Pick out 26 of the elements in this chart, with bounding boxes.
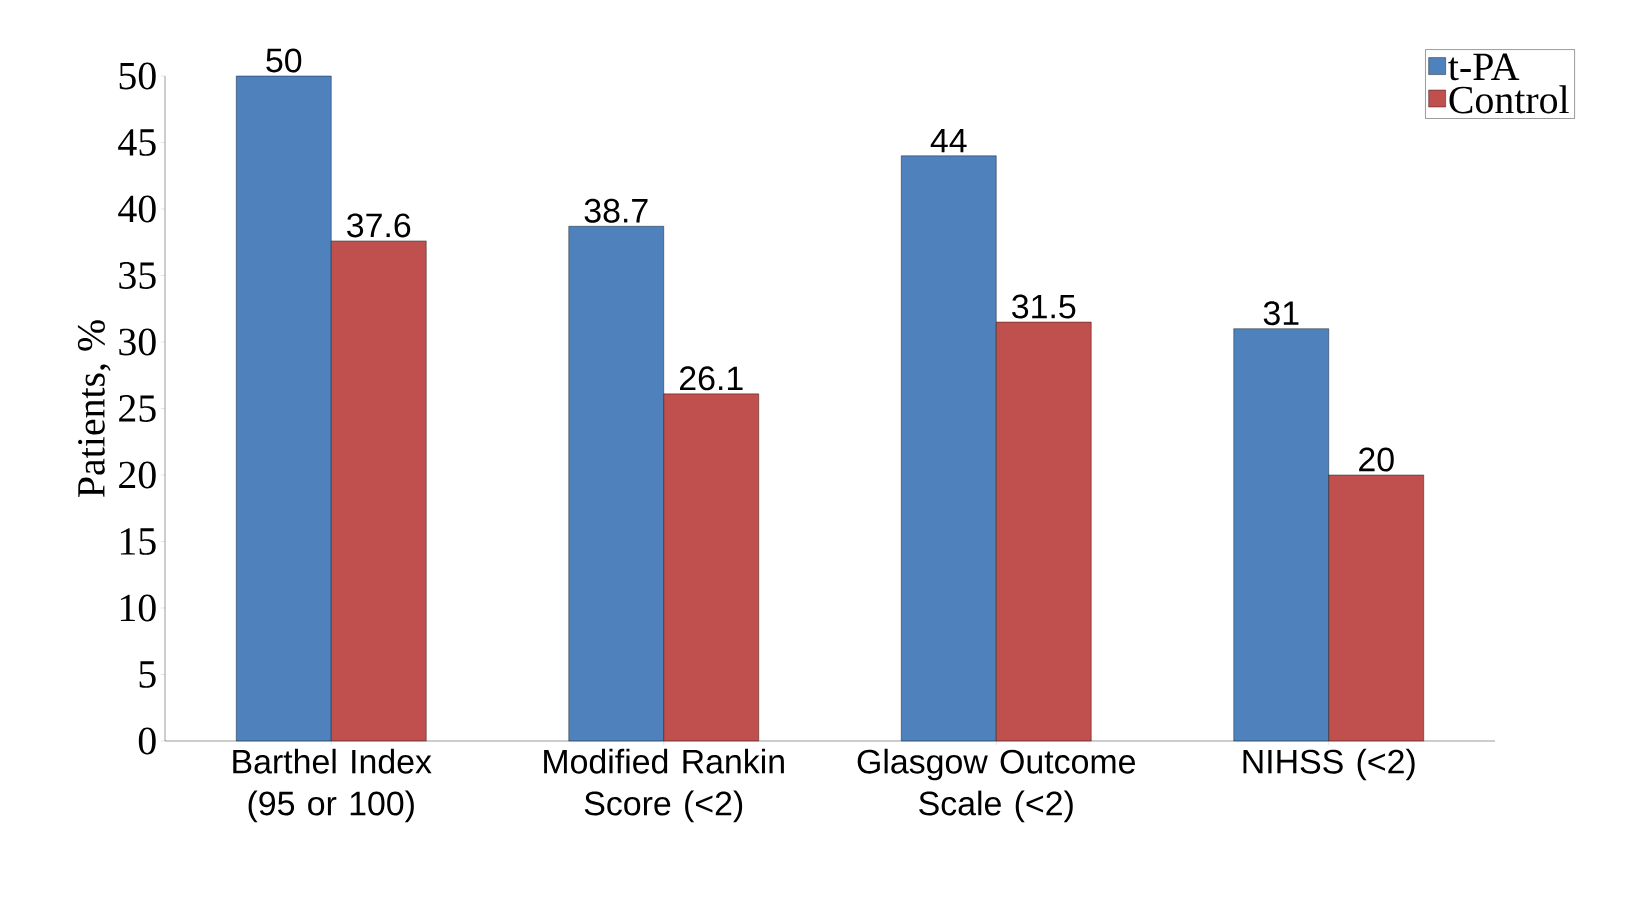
y-tick-label: 45 (118, 129, 156, 156)
y-axis-title: Patients, % (77, 320, 111, 498)
data-label: 31 (1263, 301, 1299, 326)
y-tick-label: 40 (118, 195, 156, 223)
y-tick-label: 30 (119, 328, 156, 356)
y-tick-label: 50 (119, 62, 156, 90)
y-tick-label: 10 (120, 594, 156, 622)
data-label: 44 (930, 128, 967, 153)
legend-label: Control (1449, 85, 1569, 114)
x-tick-label: Glasgow Outcome Scale (<2) (857, 748, 1135, 823)
data-label: 50 (266, 48, 302, 73)
legend-label: t-PA (1448, 53, 1520, 81)
x-tick-label: Barthel Index (95 or 100) (233, 748, 432, 823)
y-tick-label: 5 (139, 661, 156, 688)
data-label: 26.1 (679, 366, 743, 391)
x-tick-label: NIHSS (<2) (1243, 748, 1415, 781)
data-label: 37.6 (347, 213, 411, 238)
y-tick-label: 20 (119, 461, 156, 489)
y-tick-label: 0 (138, 727, 156, 755)
data-label: 38.7 (584, 198, 648, 223)
y-tick-label: 35 (119, 262, 156, 289)
y-tick-label: 25 (119, 395, 156, 422)
y-tick-label: 15 (120, 528, 156, 555)
x-tick-label: Modified Rankin Score (<2) (544, 748, 784, 823)
data-label: 31.5 (1012, 294, 1076, 319)
data-label: 20 (1359, 447, 1394, 472)
